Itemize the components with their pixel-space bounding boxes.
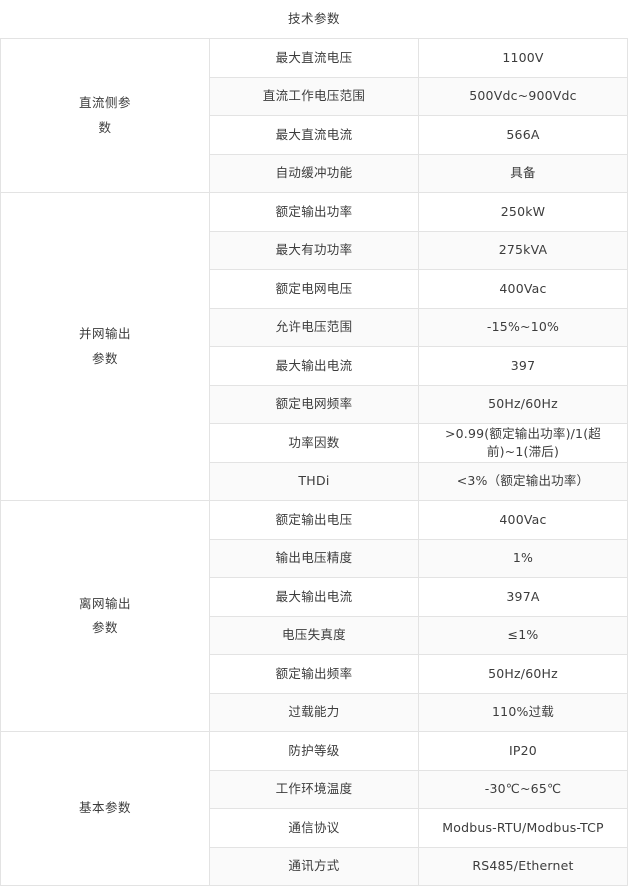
table-row: 允许电压范围 -15%~10%: [1, 307, 628, 347]
parameter-name: 额定输出频率: [209, 654, 419, 694]
table-row: 最大直流电流 566A: [1, 115, 628, 155]
parameter-name: THDi: [209, 461, 419, 501]
parameter-name: 工作环境温度: [209, 769, 419, 809]
parameter-value: Modbus-RTU/Modbus-TCP: [418, 808, 628, 848]
table-row: 输出电压精度 1%: [1, 538, 628, 578]
parameter-name: 额定输出功率: [209, 192, 419, 232]
parameter-value: 50Hz/60Hz: [418, 384, 628, 424]
parameter-value: 1100V: [418, 38, 628, 78]
parameter-value: 400Vac: [418, 500, 628, 540]
parameter-name: 电压失真度: [209, 615, 419, 655]
table-row: 工作环境温度 -30℃~65℃: [1, 769, 628, 809]
table-row: 过载能力 110%过载: [1, 692, 628, 732]
row-group-label: 离网输出 参数: [0, 500, 210, 732]
row-group-label-line: 数: [98, 119, 112, 135]
parameter-name: 直流工作电压范围: [209, 76, 419, 116]
row-group-label: 基本参数: [0, 731, 210, 886]
parameter-name: 功率因数: [209, 423, 419, 463]
parameter-value: 500Vdc~900Vdc: [418, 76, 628, 116]
parameter-value: 397: [418, 346, 628, 386]
parameter-name: 允许电压范围: [209, 307, 419, 347]
table-row: 额定电网频率 50Hz/60Hz: [1, 384, 628, 424]
row-group-label: 直流侧参数: [0, 38, 210, 193]
parameter-name: 过载能力: [209, 692, 419, 732]
parameter-value: 397A: [418, 577, 628, 617]
parameter-value: ≤1%: [418, 615, 628, 655]
parameter-value: <3%（额定输出功率）: [418, 461, 628, 501]
row-group-label-line: 参数: [91, 350, 118, 366]
parameter-value: 250kW: [418, 192, 628, 232]
spec-sheet: 技术参数 直流侧参数最大直流电压 1100V 直流工作电压范围 500Vdc~900V…: [0, 10, 628, 886]
parameter-value: -30℃~65℃: [418, 769, 628, 809]
parameter-name: 额定电网频率: [209, 384, 419, 424]
row-group-label-line: 基本参数: [78, 800, 131, 816]
parameter-name: 最大有功功率: [209, 230, 419, 270]
table-row: 通信协议 Modbus-RTU/Modbus-TCP: [1, 808, 628, 848]
row-group-label-line: 参数: [91, 620, 118, 635]
parameter-name: 通信协议: [209, 808, 419, 848]
table-row: 基本参数 防护等级 IP20: [0, 731, 628, 886]
table-groups: 直流侧参数最大直流电压 1100V 直流工作电压范围 500Vdc~900Vdc 最大直…: [0, 38, 628, 886]
table-row: 最大输出电流 397: [1, 346, 628, 386]
title-row: 技术参数: [1, 0, 628, 39]
parameter-value: >0.99(额定输出功率)/1(超前)~1(滞后): [418, 423, 628, 463]
parameter-value: 具备: [418, 153, 628, 193]
row-group-label: 并网输出 参数: [0, 192, 210, 501]
parameter-value: 1%: [418, 538, 628, 578]
table-row: 直流侧参数最大直流电压 1100V: [0, 38, 628, 193]
table-row: THDi <3%（额定输出功率）: [1, 461, 628, 501]
row-group-label-line: 并网输出: [78, 326, 131, 342]
table-body: 技术参数: [1, 0, 628, 39]
parameter-value: -15%~10%: [418, 307, 628, 347]
parameter-name: 最大直流电压: [209, 38, 419, 78]
parameter-name: 最大输出电流: [209, 346, 419, 386]
parameter-name: 通讯方式: [209, 846, 419, 886]
table-row: 最大有功功率 275kVA: [1, 230, 628, 270]
parameter-name: 额定电网电压: [209, 269, 419, 309]
parameter-value: 110%过载: [418, 692, 628, 732]
table-row: 直流工作电压范围 500Vdc~900Vdc: [1, 76, 628, 116]
table-row: 额定输出频率 50Hz/60Hz: [1, 654, 628, 694]
page-title: 技术参数: [287, 10, 340, 26]
table-row: 自动缓冲功能 具备: [1, 153, 628, 193]
table-row: 离网输出 参数 额定输出电压 400Vac: [0, 500, 628, 732]
parameter-value: IP20: [418, 731, 628, 771]
row-group-label-line: 直流侧参: [78, 95, 131, 111]
parameter-value: 400Vac: [418, 269, 628, 309]
parameter-name: 输出电压精度: [209, 538, 419, 578]
parameter-value: 50Hz/60Hz: [418, 654, 628, 694]
table-row: 电压失真度 ≤1%: [1, 615, 628, 655]
table-row: 并网输出 参数 额定输出功率 250kW: [0, 192, 628, 501]
parameter-name: 自动缓冲功能: [209, 153, 419, 193]
table-row: 额定电网电压 400Vac: [1, 269, 628, 309]
row-group-label-line: 离网输出: [78, 595, 131, 611]
parameter-name: 防护等级: [209, 731, 419, 771]
parameter-value: RS485/Ethernet: [418, 846, 628, 886]
parameter-value: 275kVA: [418, 230, 628, 270]
parameter-value: 566A: [418, 115, 628, 155]
table-row: 最大输出电流 397A: [1, 577, 628, 617]
parameter-name: 额定输出电压: [209, 500, 419, 540]
parameter-name: 最大直流电流: [209, 115, 419, 155]
parameter-name: 最大输出电流: [209, 577, 419, 617]
